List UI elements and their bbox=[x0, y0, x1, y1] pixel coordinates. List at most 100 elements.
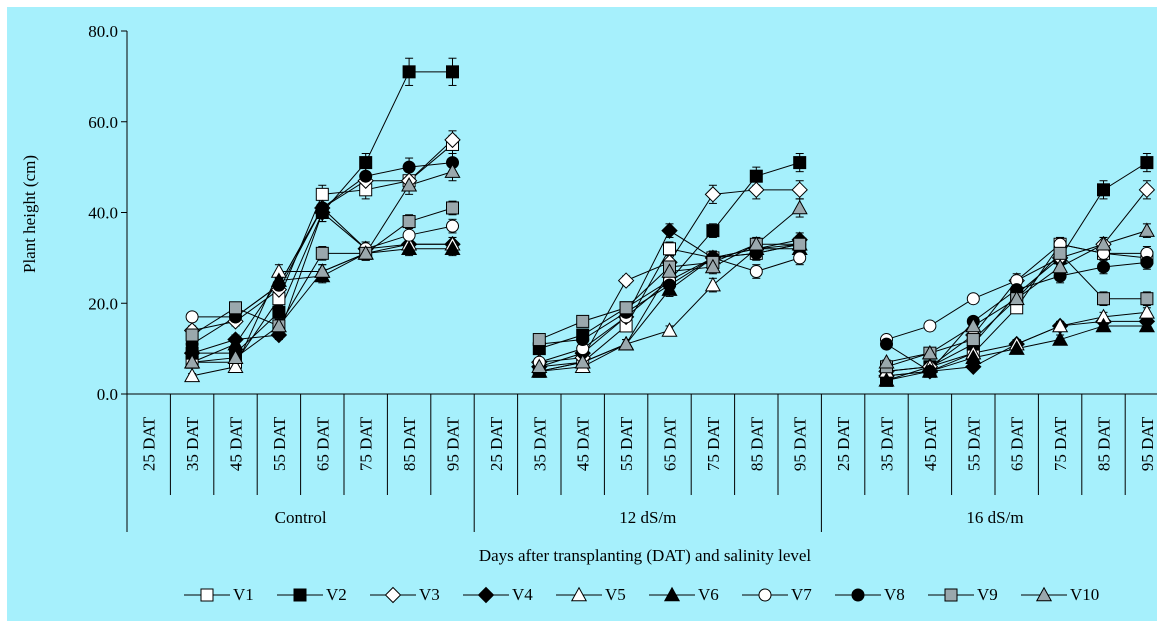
x-tick-label: 35 DAT bbox=[183, 416, 202, 471]
legend-label: V6 bbox=[698, 585, 719, 604]
data-point-v9 bbox=[402, 215, 416, 229]
data-point-v6 bbox=[965, 349, 982, 364]
x-tick-label: 75 DAT bbox=[357, 416, 376, 471]
data-point-v6 bbox=[878, 372, 895, 387]
x-tick-label: 75 DAT bbox=[704, 416, 723, 471]
data-point-v2 bbox=[402, 65, 416, 79]
data-point-v2 bbox=[359, 156, 373, 170]
legend-label: V2 bbox=[326, 585, 347, 604]
data-point-v2 bbox=[706, 224, 720, 238]
data-point-v10 bbox=[1138, 222, 1155, 237]
group-label: 12 dS/m bbox=[619, 508, 676, 527]
data-point-v8 bbox=[1097, 260, 1110, 274]
group-label: 16 dS/m bbox=[966, 508, 1023, 527]
y-tick-label: 20.0 bbox=[88, 294, 118, 313]
data-point-v3 bbox=[617, 272, 635, 289]
x-tick-label: 35 DAT bbox=[878, 416, 897, 471]
legend-label: V9 bbox=[977, 585, 998, 604]
data-point-v10 bbox=[661, 263, 678, 278]
x-tick-label: 95 DAT bbox=[791, 416, 810, 471]
x-tick-label: 45 DAT bbox=[227, 416, 246, 471]
legend: V1 V2 V3 V4 V5 V6 V7 V8 V9 V10 bbox=[184, 585, 1099, 604]
data-point-v3 bbox=[444, 131, 461, 149]
data-point-v10 bbox=[444, 163, 461, 178]
line-chart: 0.0 20.0 40.0 60.0 80.0 25 DAT 35 DAT 45 DAT 55… bbox=[20, 22, 1157, 604]
legend-marker bbox=[570, 586, 588, 602]
x-tick-label: 45 DAT bbox=[574, 416, 593, 471]
legend-marker bbox=[477, 586, 495, 604]
data-point-v7 bbox=[185, 310, 199, 324]
data-point-v2 bbox=[446, 65, 459, 79]
data-point-v10 bbox=[227, 349, 244, 364]
legend-marker bbox=[944, 588, 958, 602]
legend-label: V8 bbox=[884, 585, 905, 604]
x-tick-label: 65 DAT bbox=[313, 416, 332, 471]
data-point-v10 bbox=[184, 354, 201, 369]
data-point-v10 bbox=[704, 258, 721, 274]
data-point-v9 bbox=[1140, 292, 1154, 306]
data-point-v10 bbox=[401, 177, 418, 192]
legend-label: V5 bbox=[605, 585, 626, 604]
legend-marker bbox=[293, 588, 307, 602]
data-point-v5 bbox=[1138, 304, 1155, 319]
data-point-v10 bbox=[531, 358, 548, 374]
x-tick-labels: 25 DAT 35 DAT 45 DAT 55 DAT 65 DAT 75 DAT 85 D… bbox=[140, 416, 1157, 527]
x-tick-label: 95 DAT bbox=[444, 416, 463, 471]
x-tick-label: 65 DAT bbox=[661, 416, 680, 471]
x-tick-label: 25 DAT bbox=[834, 416, 853, 471]
legend-marker bbox=[384, 586, 402, 604]
data-point-v10 bbox=[1008, 290, 1025, 305]
x-tick-label: 75 DAT bbox=[1051, 416, 1070, 471]
y-tick-label: 0.0 bbox=[97, 385, 118, 404]
data-point-v10 bbox=[1052, 258, 1069, 274]
data-point-v3 bbox=[791, 181, 808, 199]
data-point-v7 bbox=[966, 292, 980, 306]
x-tick-label: 25 DAT bbox=[487, 416, 506, 471]
x-tick-label: 85 DAT bbox=[1095, 416, 1114, 471]
data-point-v5 bbox=[661, 322, 678, 337]
data-point-v2 bbox=[272, 305, 286, 319]
data-point-v1 bbox=[663, 242, 676, 256]
x-tick-label: 45 DAT bbox=[921, 416, 940, 471]
legend-marker bbox=[758, 588, 772, 602]
legend-marker bbox=[200, 588, 214, 602]
data-point-v8 bbox=[1140, 255, 1154, 269]
x-axis-label: Days after transplanting (DAT) and salin… bbox=[479, 546, 812, 565]
x-tick-label: 55 DAT bbox=[964, 416, 983, 471]
data-point-v5 bbox=[184, 367, 201, 383]
data-point-v9 bbox=[446, 201, 459, 215]
data-point-v2 bbox=[1097, 183, 1110, 197]
data-point-v6 bbox=[444, 240, 461, 256]
data-point-v6 bbox=[1138, 317, 1155, 333]
legend-label: V1 bbox=[233, 585, 254, 604]
x-tick-label: 55 DAT bbox=[617, 416, 636, 471]
data-point-v9 bbox=[532, 333, 546, 347]
data-point-v10 bbox=[748, 236, 765, 251]
data-point-v1 bbox=[315, 187, 329, 201]
data-point-v10 bbox=[270, 317, 287, 333]
data-point-v5 bbox=[704, 276, 721, 292]
legend-marker bbox=[663, 586, 681, 602]
legend-marker bbox=[1035, 586, 1053, 602]
data-point-v8 bbox=[402, 160, 416, 174]
axes: 0.0 20.0 40.0 60.0 80.0 bbox=[88, 22, 1157, 532]
x-tick-label: 85 DAT bbox=[400, 416, 419, 471]
data-point-v9 bbox=[966, 333, 980, 347]
data-point-v6 bbox=[1052, 331, 1069, 346]
data-point-v10 bbox=[618, 335, 635, 351]
chart-area: 0.0 20.0 40.0 60.0 80.0 25 DAT 35 DAT 45 DAT 55… bbox=[7, 7, 1157, 621]
data-point-v8 bbox=[923, 364, 937, 378]
x-tick-label: 55 DAT bbox=[270, 416, 289, 471]
data-point-v9 bbox=[619, 301, 633, 315]
data-point-v9 bbox=[315, 246, 329, 260]
data-point-v6 bbox=[1095, 317, 1112, 333]
data-point-v10 bbox=[878, 354, 895, 369]
data-point-v2 bbox=[793, 156, 807, 170]
y-axis-label: Plant height (cm) bbox=[20, 155, 39, 273]
y-tick-label: 40.0 bbox=[88, 204, 118, 223]
x-tick-label: 85 DAT bbox=[747, 416, 766, 471]
data-point-v7 bbox=[793, 251, 807, 265]
data-point-v9 bbox=[1053, 246, 1067, 260]
legend-label: V4 bbox=[512, 585, 533, 604]
data-point-v8 bbox=[359, 169, 373, 183]
